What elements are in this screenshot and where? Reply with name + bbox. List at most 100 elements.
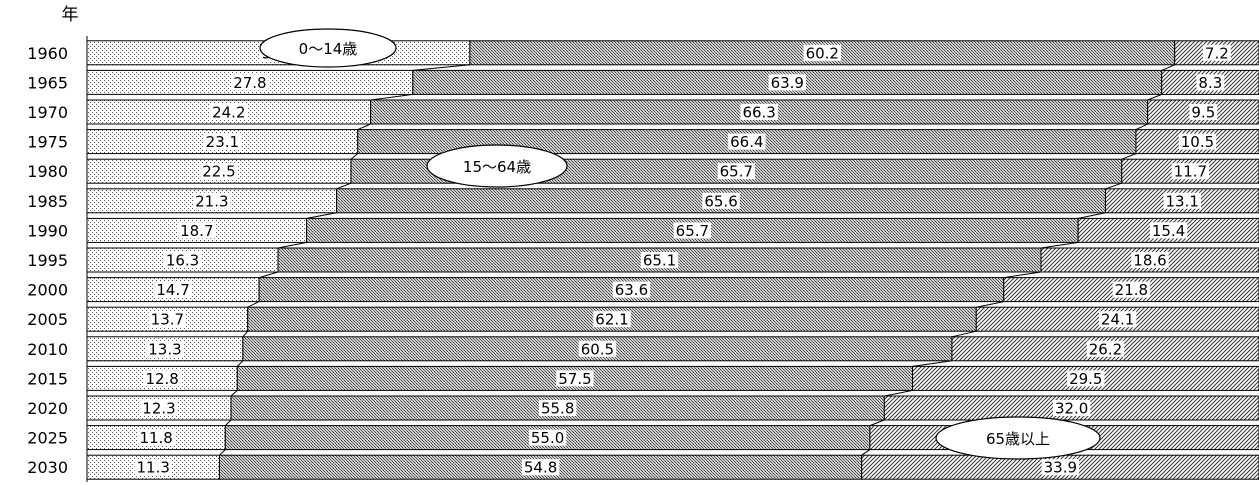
svg-text:14.7: 14.7 [156,281,189,299]
value-label-working-1970: 66.3 [740,104,778,122]
y-tick-2005: 2005 [27,310,68,329]
svg-text:15.4: 15.4 [1152,222,1185,240]
value-label-young-2020: 12.3 [140,400,178,418]
connector-young-1990 [277,241,307,249]
svg-text:11.8: 11.8 [139,429,172,447]
y-tick-1965: 1965 [27,73,68,92]
value-label-working-1965: 63.9 [768,74,806,92]
y-tick-2030: 2030 [27,458,68,477]
svg-text:11.7: 11.7 [1174,163,1207,181]
svg-text:63.9: 63.9 [771,74,804,92]
y-tick-1985: 1985 [27,192,68,211]
value-label-working-2025: 55.0 [528,429,567,447]
value-label-working-1980: 65.7 [717,163,756,181]
value-label-young-1975: 23.1 [203,133,242,151]
value-label-working-2005: 62.1 [593,311,631,329]
value-label-elderly-1990: 15.4 [1149,222,1188,240]
svg-text:29.5: 29.5 [1069,370,1102,388]
y-tick-2015: 2015 [27,369,68,388]
value-label-young-2025: 11.8 [137,429,175,447]
value-label-elderly-2030: 33.9 [1041,459,1080,477]
value-label-young-2010: 13.3 [146,340,184,358]
callout-elderly: 65歳以上 [935,416,1101,460]
svg-text:13.3: 13.3 [148,340,181,358]
connector-working-2020 [869,419,885,427]
value-label-working-2010: 60.5 [578,340,617,358]
value-label-young-1980: 22.5 [200,163,238,181]
value-label-elderly-2015: 29.5 [1067,370,1105,388]
svg-text:9.5: 9.5 [1191,104,1215,122]
svg-text:21.8: 21.8 [1115,281,1148,299]
value-label-elderly-1980: 11.7 [1171,163,1210,181]
svg-text:27.8: 27.8 [233,74,266,92]
connector-young-1975 [350,153,359,160]
connector-young-2000 [247,301,260,308]
svg-text:65.7: 65.7 [720,163,753,181]
svg-text:32.0: 32.0 [1055,400,1088,418]
svg-text:65.6: 65.6 [704,192,737,210]
value-label-working-1995: 65.1 [640,252,679,270]
y-tick-1975: 1975 [27,133,68,152]
svg-text:8.3: 8.3 [1198,74,1222,92]
svg-text:15〜64歳: 15〜64歳 [463,158,531,176]
svg-text:7.2: 7.2 [1205,44,1229,62]
svg-text:22.5: 22.5 [202,163,235,181]
y-tick-1995: 1995 [27,251,68,270]
value-label-young-1965: 27.8 [231,74,269,92]
value-label-young-1985: 21.3 [193,192,231,210]
svg-text:63.6: 63.6 [615,281,648,299]
value-label-elderly-2000: 21.8 [1112,281,1151,299]
connector-young-1985 [306,212,337,219]
value-label-young-2000: 14.7 [154,281,192,299]
value-label-elderly-1965: 8.3 [1196,74,1225,92]
svg-text:24.2: 24.2 [212,104,245,122]
connector-young-1965 [370,93,413,101]
svg-text:13.1: 13.1 [1166,192,1199,210]
svg-text:55.0: 55.0 [531,429,564,447]
svg-text:65.7: 65.7 [676,222,709,240]
connector-young-1980 [336,182,352,190]
svg-text:12.3: 12.3 [142,400,175,418]
svg-text:66.4: 66.4 [730,133,763,151]
y-tick-1990: 1990 [27,221,68,240]
connector-young-2020 [224,419,232,426]
value-label-elderly-2020: 32.0 [1052,400,1091,418]
value-label-elderly-1970: 9.5 [1189,104,1218,122]
connector-working-1965 [1147,93,1162,101]
svg-text:66.3: 66.3 [742,104,775,122]
connector-working-2025 [861,449,871,456]
connector-working-1980 [1105,182,1122,190]
connector-working-2015 [884,389,913,397]
svg-text:65.1: 65.1 [643,252,676,270]
value-label-working-1990: 65.7 [673,222,712,240]
value-label-elderly-1960: 7.2 [1202,44,1231,62]
connector-working-1960 [1161,64,1175,71]
value-label-working-1975: 66.4 [728,133,766,151]
value-label-working-2000: 63.6 [612,281,651,299]
value-label-young-2005: 13.7 [148,311,187,329]
value-label-working-2030: 54.8 [521,459,560,477]
svg-text:33.9: 33.9 [1044,459,1077,477]
value-label-elderly-2010: 26.2 [1086,340,1125,358]
svg-text:62.1: 62.1 [595,311,628,329]
y-tick-2025: 2025 [27,429,68,448]
connector-young-1960 [412,64,470,71]
y-tick-labels: 1960 1965 1970 1975 1980 1985 1990 1995 2000 2005… [27,44,68,477]
value-label-working-2020: 55.8 [538,400,577,418]
connector-working-1970 [1135,123,1148,131]
connector-young-1970 [357,123,371,131]
y-tick-1970: 1970 [27,103,68,122]
connector-working-1985 [1078,212,1106,219]
svg-text:60.2: 60.2 [806,44,839,62]
connector-working-2005 [951,330,977,338]
y-axis-label: 年 [62,5,79,25]
y-tick-1960: 1960 [27,44,68,63]
value-label-elderly-2005: 24.1 [1098,311,1137,329]
svg-text:57.5: 57.5 [558,370,591,388]
svg-text:65歳以上: 65歳以上 [986,430,1050,448]
svg-text:10.5: 10.5 [1181,133,1214,151]
svg-text:60.5: 60.5 [581,340,614,358]
value-label-elderly-1985: 13.1 [1163,192,1201,210]
connector-young-2015 [230,390,238,397]
